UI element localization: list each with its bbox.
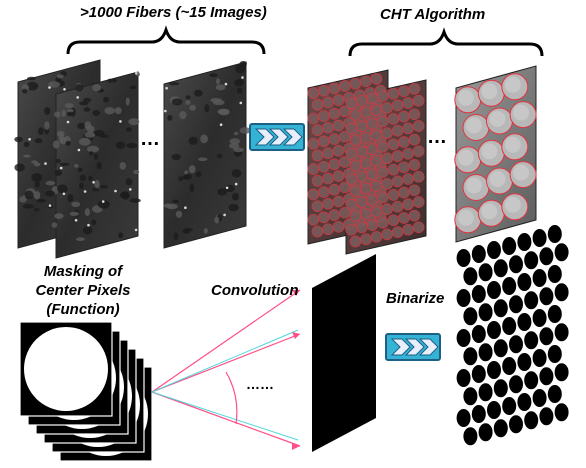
binary-fiber-dot [494, 379, 508, 397]
masking-label-line: (Function) [8, 300, 158, 319]
binary-fiber-dot [539, 327, 553, 345]
binary-fiber-dot [533, 269, 547, 287]
binary-fiber-dot [533, 309, 547, 327]
binary-fiber-dot [502, 317, 516, 335]
binary-fiber-dot [555, 403, 569, 421]
binary-fiber-dot [539, 247, 553, 265]
binary-fiber-dot [509, 375, 523, 393]
binary-fiber-dot [548, 345, 562, 363]
binary-fiber-dot [524, 371, 538, 389]
binary-fiber-dot [533, 349, 547, 367]
binary-fiber-dot [517, 393, 531, 411]
convolution-label: Convolution [211, 282, 298, 299]
binary-fiber-dot [524, 411, 538, 429]
binary-fiber-dot [457, 249, 471, 267]
binary-fiber-dot [494, 299, 508, 317]
binary-fiber-dot [509, 415, 523, 433]
fibers-brace [68, 30, 264, 54]
binary-fiber-dot [487, 241, 501, 259]
convolution-rays [152, 290, 300, 450]
binary-fiber-dot [502, 397, 516, 415]
cht-ellipsis: … [427, 126, 447, 149]
masking-label: Masking of Center Pixels (Function) [8, 262, 158, 319]
binary-fiber-dot [472, 245, 486, 263]
binary-fiber-dot [548, 385, 562, 403]
binary-fiber-dot [463, 267, 477, 285]
binary-fiber-dot [533, 229, 547, 247]
binarized-output [457, 225, 569, 445]
binary-fiber-dot [539, 287, 553, 305]
binary-fiber-dot [494, 419, 508, 437]
binary-fiber-dot [517, 273, 531, 291]
binary-fiber-dot [479, 263, 493, 281]
masking-label-line: Center Pixels [8, 281, 158, 300]
binary-fiber-dot [472, 405, 486, 423]
cht-brace [350, 32, 542, 56]
binary-fiber-dot [548, 305, 562, 323]
binary-fiber-dot [479, 423, 493, 441]
mask-stack [20, 322, 152, 461]
binary-fiber-dot [487, 321, 501, 339]
binary-fiber-dot [502, 357, 516, 375]
binary-fiber-dot [487, 401, 501, 419]
binary-fiber-dot [555, 363, 569, 381]
binary-fiber-dot [487, 281, 501, 299]
binary-fiber-dot [463, 347, 477, 365]
sem-ellipsis: … [140, 128, 160, 151]
fibers-label: >1000 Fibers (~15 Images) [80, 4, 267, 21]
binary-fiber-dot [502, 277, 516, 295]
binary-fiber-dot [524, 251, 538, 269]
binary-fiber-dot [463, 387, 477, 405]
triple-chevron-arrow-icon [250, 124, 304, 150]
binary-fiber-dot [472, 365, 486, 383]
mask-frame [20, 322, 112, 416]
binary-fiber-dot [479, 383, 493, 401]
binary-fiber-dot [509, 255, 523, 273]
binary-fiber-dot [463, 427, 477, 445]
binary-fiber-dot [457, 289, 471, 307]
binary-fiber-dot [463, 307, 477, 325]
binary-fiber-dot [539, 367, 553, 385]
triple-chevron-arrow-icon [386, 334, 440, 360]
binary-fiber-dot [548, 225, 562, 243]
masking-label-line: Masking of [8, 262, 158, 281]
binary-fiber-dot [479, 343, 493, 361]
binary-fiber-dot [524, 331, 538, 349]
convolution-ellipsis: …… [246, 376, 274, 392]
convolution-output [312, 254, 376, 452]
binary-fiber-dot [472, 325, 486, 343]
binary-fiber-dot [479, 303, 493, 321]
binary-fiber-dot [457, 329, 471, 347]
binary-fiber-dot [533, 389, 547, 407]
binary-fiber-dot [555, 283, 569, 301]
binary-fiber-dot [509, 335, 523, 353]
binary-fiber-dot [517, 233, 531, 251]
binary-fiber-dot [502, 237, 516, 255]
binary-fiber-dot [555, 323, 569, 341]
binary-fiber-dot [517, 313, 531, 331]
binary-fiber-dot [524, 291, 538, 309]
binary-fiber-dot [509, 295, 523, 313]
binary-fiber-dot [487, 361, 501, 379]
binary-fiber-dot [457, 409, 471, 427]
binary-fiber-dot [494, 339, 508, 357]
binary-fiber-dot [457, 369, 471, 387]
sem-image-stack [14, 60, 251, 258]
binarize-label: Binarize [386, 290, 444, 307]
binary-fiber-dot [555, 243, 569, 261]
binary-fiber-dot [539, 407, 553, 425]
cht-label: CHT Algorithm [380, 6, 485, 23]
binary-fiber-dot [548, 265, 562, 283]
cht-image-stack [308, 66, 536, 254]
binary-fiber-dot [472, 285, 486, 303]
binary-fiber-dot [517, 353, 531, 371]
binary-fiber-dot [494, 259, 508, 277]
